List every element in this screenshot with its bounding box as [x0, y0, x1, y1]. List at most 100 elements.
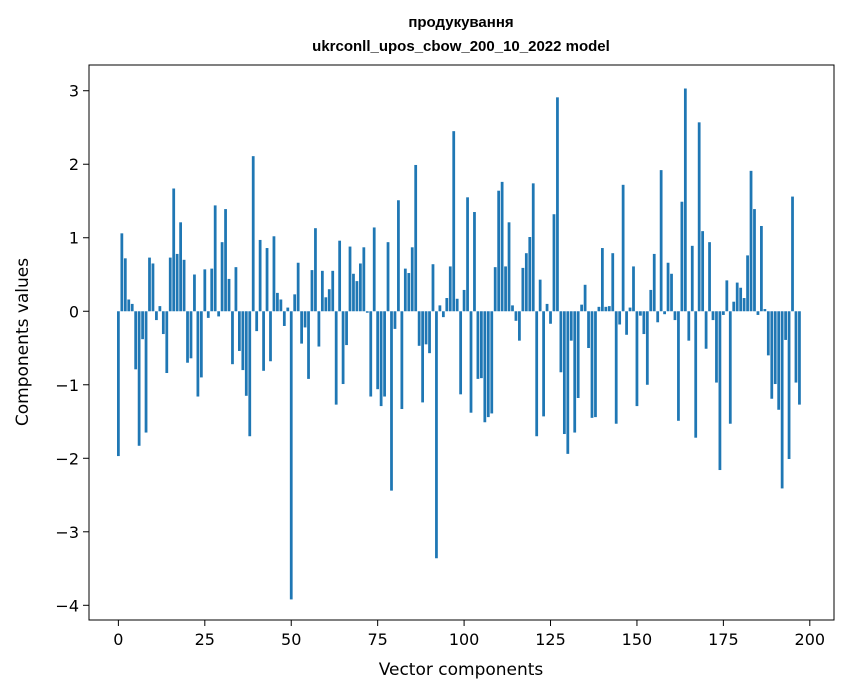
- bar: [120, 233, 124, 312]
- bar: [607, 306, 611, 312]
- bar: [590, 311, 594, 418]
- bar: [518, 311, 521, 341]
- bar: [231, 311, 234, 365]
- bar: [161, 311, 165, 335]
- bar: [379, 311, 383, 407]
- bar: [628, 307, 632, 312]
- x-tick-label: 75: [367, 630, 387, 649]
- x-tick-label: 200: [795, 630, 826, 649]
- chart-title-line-2: ukrconll_upos_cbow_200_10_2022 model: [312, 38, 610, 55]
- bar: [175, 253, 179, 312]
- bar: [359, 263, 362, 312]
- bar: [403, 268, 407, 312]
- bar: [721, 311, 725, 315]
- bar: [303, 311, 307, 328]
- bar: [701, 231, 705, 312]
- bar: [144, 311, 148, 433]
- bar: [780, 311, 784, 489]
- bar: [265, 248, 269, 312]
- bar: [241, 311, 245, 371]
- bar: [365, 311, 369, 313]
- chart-title-line-1: продукування: [408, 14, 513, 31]
- bar: [127, 299, 131, 312]
- y-axis-label: Components values: [13, 258, 33, 426]
- bar: [659, 170, 663, 312]
- bar: [272, 236, 276, 312]
- bar: [715, 311, 718, 383]
- bar: [666, 262, 670, 312]
- bar: [186, 311, 189, 363]
- bar: [397, 200, 400, 312]
- x-tick-label: 150: [622, 630, 653, 649]
- bar: [753, 209, 756, 312]
- bar: [652, 253, 656, 312]
- bar: [604, 306, 608, 312]
- bar: [642, 311, 646, 335]
- bar: [476, 311, 480, 379]
- bar: [728, 311, 732, 424]
- bar: [210, 268, 214, 312]
- bar: [773, 311, 777, 385]
- bar: [559, 311, 563, 373]
- bar: [787, 311, 791, 460]
- bar: [708, 242, 711, 312]
- bar: [677, 311, 680, 421]
- bar: [151, 263, 155, 312]
- bar: [718, 311, 722, 471]
- bar: [511, 305, 514, 312]
- bar: [694, 311, 698, 438]
- bar: [220, 242, 224, 312]
- bar: [524, 253, 528, 312]
- bar: [569, 311, 573, 341]
- bar: [556, 97, 559, 312]
- bar: [542, 311, 545, 417]
- bar: [670, 273, 673, 312]
- bar: [141, 311, 144, 340]
- bar: [424, 311, 428, 345]
- bar: [545, 303, 549, 312]
- bar: [386, 242, 390, 312]
- bar: [635, 311, 639, 407]
- bar: [414, 164, 418, 312]
- bar: [791, 196, 794, 312]
- bar: [320, 270, 324, 312]
- bar: [137, 311, 141, 446]
- bar: [497, 190, 501, 312]
- bar: [739, 287, 743, 312]
- bar: [784, 311, 787, 340]
- bar: [514, 311, 518, 321]
- bar: [500, 181, 504, 312]
- bar: [680, 201, 684, 312]
- y-tick-label: 2: [69, 155, 79, 174]
- bar: [352, 273, 355, 312]
- bar: [314, 228, 317, 312]
- x-tick-label: 175: [708, 630, 739, 649]
- bar: [580, 304, 584, 312]
- bar: [206, 311, 210, 318]
- bar: [625, 311, 628, 335]
- bar: [621, 184, 625, 312]
- bar: [452, 131, 456, 312]
- bar: [549, 311, 552, 324]
- bar: [286, 307, 290, 312]
- y-tick-label: 1: [69, 229, 79, 248]
- bar: [794, 311, 798, 383]
- bar: [307, 311, 310, 379]
- bar: [258, 239, 262, 312]
- bar: [338, 240, 342, 312]
- bar: [493, 267, 497, 312]
- bar: [486, 311, 490, 418]
- bar: [217, 311, 221, 317]
- bar: [763, 309, 767, 312]
- bar: [507, 222, 511, 312]
- bar: [196, 311, 200, 397]
- x-tick-label: 50: [281, 630, 301, 649]
- bar: [673, 311, 677, 321]
- bar: [562, 311, 566, 435]
- y-tick-label: 3: [69, 82, 79, 101]
- bar: [355, 281, 359, 312]
- bar: [746, 255, 749, 312]
- bar: [531, 183, 535, 312]
- bar: [459, 311, 463, 395]
- bar: [535, 311, 539, 437]
